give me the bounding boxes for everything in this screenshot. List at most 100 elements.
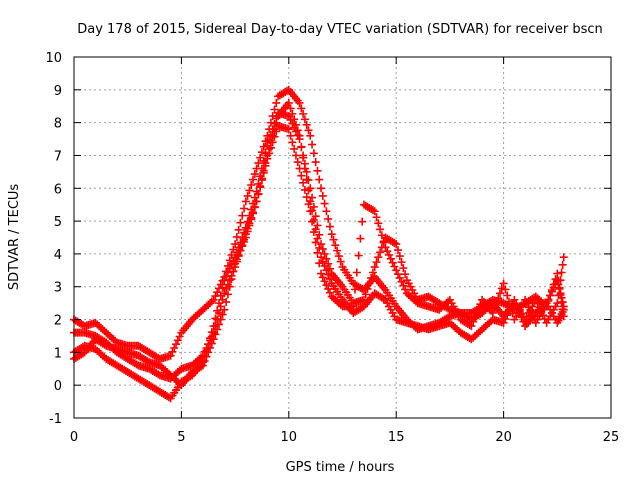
y-tick-label: -1 bbox=[49, 412, 62, 427]
data-point bbox=[245, 186, 254, 195]
data-point bbox=[379, 294, 388, 303]
x-tick-label: 10 bbox=[281, 430, 298, 445]
x-axis-label: GPS time / hours bbox=[286, 460, 395, 475]
data-point bbox=[494, 294, 503, 303]
y-tick-label: 9 bbox=[54, 84, 62, 99]
data-point bbox=[241, 233, 250, 242]
data-point bbox=[238, 211, 247, 220]
data-point bbox=[325, 264, 334, 273]
data-point bbox=[381, 243, 390, 252]
data-point bbox=[254, 159, 263, 168]
data-point bbox=[336, 257, 345, 266]
data-point bbox=[198, 351, 207, 360]
data-point bbox=[286, 104, 295, 113]
data-point bbox=[506, 303, 515, 312]
data-point bbox=[261, 161, 270, 170]
y-tick-label: 8 bbox=[54, 117, 62, 132]
data-point bbox=[336, 300, 345, 309]
data-point bbox=[315, 175, 324, 184]
data-point bbox=[325, 275, 334, 284]
data-point bbox=[297, 104, 306, 113]
data-point bbox=[220, 305, 229, 314]
data-point bbox=[499, 318, 508, 327]
data-point bbox=[266, 143, 275, 152]
chart-title: Day 178 of 2015, Sidereal Day-to-day VTE… bbox=[77, 22, 603, 37]
data-point bbox=[213, 325, 222, 334]
data-point bbox=[261, 137, 270, 146]
data-point bbox=[377, 231, 386, 240]
data-point bbox=[222, 298, 231, 307]
data-point bbox=[256, 183, 265, 192]
data-point bbox=[293, 126, 302, 135]
x-tick-label: 15 bbox=[388, 430, 405, 445]
data-point bbox=[488, 308, 497, 317]
data-point bbox=[309, 149, 318, 158]
data-point bbox=[290, 115, 299, 124]
data-point bbox=[299, 153, 308, 162]
plot-frame bbox=[73, 56, 612, 419]
data-point bbox=[302, 120, 311, 129]
data-point bbox=[318, 257, 327, 266]
data-point bbox=[313, 166, 322, 175]
data-point bbox=[526, 307, 535, 316]
data-point bbox=[521, 295, 530, 304]
data-point bbox=[197, 362, 206, 371]
data-point bbox=[313, 248, 322, 257]
data-point bbox=[241, 197, 250, 206]
data-point bbox=[168, 347, 177, 356]
data-point bbox=[220, 289, 229, 298]
data-point bbox=[252, 197, 261, 206]
data-point bbox=[227, 275, 236, 284]
data-point bbox=[324, 214, 333, 223]
data-series bbox=[70, 85, 568, 403]
data-point bbox=[472, 308, 481, 317]
data-point bbox=[172, 340, 181, 349]
data-point bbox=[304, 200, 313, 209]
data-point bbox=[390, 238, 399, 247]
data-point bbox=[370, 207, 379, 216]
data-point bbox=[325, 222, 334, 231]
x-tick-label: 5 bbox=[177, 430, 185, 445]
data-point bbox=[559, 302, 568, 311]
data-point bbox=[308, 217, 317, 226]
data-point bbox=[164, 393, 173, 402]
data-point bbox=[470, 313, 479, 322]
data-point bbox=[374, 253, 383, 262]
data-point bbox=[397, 258, 406, 267]
data-point bbox=[306, 207, 315, 216]
data-point bbox=[367, 273, 376, 282]
data-point bbox=[308, 140, 317, 149]
data-point bbox=[553, 299, 562, 308]
data-point bbox=[100, 340, 109, 349]
data-point bbox=[317, 269, 326, 278]
data-point bbox=[259, 142, 268, 151]
y-tick-label: 2 bbox=[54, 314, 62, 329]
data-point bbox=[240, 228, 249, 237]
data-point bbox=[288, 119, 297, 128]
data-point bbox=[317, 240, 326, 249]
data-point bbox=[175, 332, 184, 341]
data-point bbox=[554, 280, 563, 289]
data-point bbox=[236, 218, 245, 227]
data-point bbox=[291, 120, 300, 129]
data-point bbox=[467, 322, 476, 331]
data-point bbox=[368, 206, 377, 215]
data-point bbox=[293, 158, 302, 167]
data-point bbox=[283, 86, 292, 95]
x-axis-ticks: 0 5 10 15 20 25 bbox=[70, 57, 619, 445]
data-point bbox=[501, 285, 510, 294]
data-point bbox=[311, 238, 320, 247]
data-point bbox=[209, 295, 218, 304]
data-point bbox=[558, 298, 567, 307]
y-tick-label: 6 bbox=[54, 182, 62, 197]
data-point bbox=[354, 251, 363, 260]
y-tick-label: 1 bbox=[54, 346, 62, 361]
data-point bbox=[290, 144, 299, 153]
data-point bbox=[154, 370, 163, 379]
data-point bbox=[542, 299, 551, 308]
data-point bbox=[214, 320, 223, 329]
data-point bbox=[393, 270, 402, 279]
data-point bbox=[533, 299, 542, 308]
data-point bbox=[272, 98, 281, 107]
data-point bbox=[249, 175, 257, 184]
